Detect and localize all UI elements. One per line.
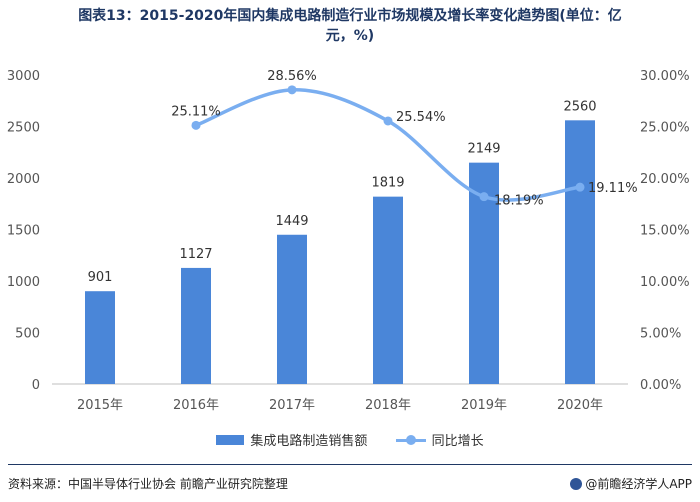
y-right-tick-label: 15.00% [640, 224, 690, 239]
bar-value-label: 2149 [467, 142, 500, 157]
y-left-tick-label: 1000 [7, 275, 40, 290]
legend-bar-label: 集成电路制造销售额 [250, 434, 368, 449]
line-point [191, 120, 201, 130]
y-left-tick-label: 2500 [7, 121, 40, 136]
line-point [575, 182, 585, 192]
line-value-label: 28.56% [267, 69, 317, 84]
y-left-tick-label: 0 [32, 378, 40, 393]
line-value-label: 19.11% [588, 181, 638, 196]
chart-title-line2: 元，%) [325, 28, 375, 44]
chart-title-line1: 图表13：2015-2020年国内集成电路制造行业市场规模及增长率变化趋势图(单… [78, 8, 622, 24]
footer-divider [8, 464, 692, 465]
legend-bar-swatch [216, 434, 245, 445]
y-right-tick-label: 20.00% [640, 172, 690, 187]
legend-line-label: 同比增长 [431, 434, 484, 449]
legend-item-line: 同比增长 [395, 430, 484, 449]
source-note: 资料来源：中国半导体行业协会 前瞻产业研究院整理 [8, 477, 288, 491]
line-series [191, 85, 585, 202]
line-point [479, 192, 489, 202]
y-right-tick-label: 0.00% [640, 378, 681, 393]
y-right-tick-label: 25.00% [640, 121, 690, 136]
x-tick-label: 2016年 [173, 398, 219, 413]
bar [277, 234, 307, 384]
legend-item-bar: 集成电路制造销售额 [216, 430, 367, 449]
chart-axes: 0 500 1000 1500 2000 2500 3000 0.00% 5.00% 10.00%… [7, 69, 690, 413]
bar-value-label: 1127 [179, 247, 212, 262]
bar [373, 196, 403, 384]
y-left-tick-label: 3000 [7, 69, 40, 84]
line-point [383, 116, 393, 126]
y-left-tick-label: 500 [15, 327, 40, 342]
brand-credit: @前瞻经济学人APP [570, 475, 692, 492]
line-value-label: 25.11% [171, 104, 221, 119]
y-right-tick-label: 5.00% [640, 327, 681, 342]
chart-title: 图表13：2015-2020年国内集成电路制造行业市场规模及增长率变化趋势图(单… [8, 6, 692, 46]
bar-series [85, 120, 595, 384]
y-left-tick-label: 1500 [7, 224, 40, 239]
x-tick-label: 2015年 [77, 398, 123, 413]
brand-text: @前瞻经济学人APP [585, 477, 692, 491]
bar [181, 267, 211, 384]
bar [85, 291, 115, 384]
y-right-tick-label: 10.00% [640, 275, 690, 290]
y-left-tick-label: 2000 [7, 172, 40, 187]
data-labels: 901 1127 1449 1819 2149 2560 25.11% 28.56% 25.54… [88, 69, 638, 285]
line-value-label: 18.19% [494, 194, 544, 209]
bar-value-label: 1819 [371, 176, 404, 191]
x-tick-label: 2017年 [269, 398, 315, 413]
chart-legend: 集成电路制造销售额 同比增长 [0, 430, 700, 449]
x-tick-label: 2019年 [461, 398, 507, 413]
bar-value-label: 1449 [275, 214, 308, 229]
legend-line-swatch [395, 434, 426, 445]
line-point [287, 85, 297, 95]
y-right-tick-label: 30.00% [640, 69, 690, 84]
line-value-label: 25.54% [396, 110, 446, 125]
bar [565, 120, 595, 384]
bar-value-label: 901 [88, 270, 113, 285]
brand-logo-icon [570, 478, 583, 490]
x-tick-label: 2020年 [557, 398, 603, 413]
bar-value-label: 2560 [563, 99, 596, 114]
x-tick-label: 2018年 [365, 398, 411, 413]
